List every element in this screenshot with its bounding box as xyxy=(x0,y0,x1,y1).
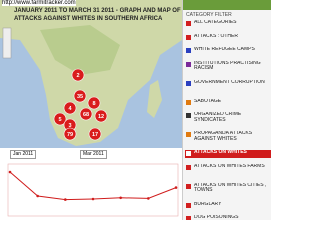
marker-label: 12 xyxy=(98,114,104,120)
title: JANUARY 2011 TO MARCH 31 2011 - GRAPH AN… xyxy=(14,7,181,23)
trend-point xyxy=(8,170,12,174)
category-item[interactable]: ATTACKS : OTHER xyxy=(185,34,271,42)
trend-point xyxy=(36,194,39,198)
category-item[interactable]: GOVERNMENT CORRUPTION xyxy=(185,80,271,93)
marker-label: 2 xyxy=(76,73,79,79)
map-marker[interactable] xyxy=(53,112,67,126)
map-marker[interactable] xyxy=(71,68,85,82)
marker-label: 3 xyxy=(68,123,71,129)
category-label: BURGLARY xyxy=(194,201,222,207)
marker-label: 4 xyxy=(68,106,72,112)
category-label: ORGANIZED CRIME SYNDICATES xyxy=(194,112,242,123)
trend-point xyxy=(91,197,95,201)
marker-label: 79 xyxy=(67,132,73,138)
title-line: JANUARY 2011 TO MARCH 31 2011 - GRAPH AN… xyxy=(14,8,181,14)
category-swatch xyxy=(186,113,191,118)
category-item[interactable]: ATTACKS ON WHITES xyxy=(185,150,271,158)
map-marker[interactable] xyxy=(79,107,93,121)
map[interactable]: 2 35 8 4 68 12 5 3 79 17 xyxy=(0,0,182,148)
marker-label: 8 xyxy=(92,101,95,107)
category-label: ATTACKS ON WHITES CITIES , TOWNS xyxy=(194,182,267,193)
category-label: DOG POISONINGS xyxy=(194,215,239,220)
category-swatch xyxy=(186,132,191,137)
category-swatch xyxy=(186,61,191,67)
marker-label: 5 xyxy=(58,117,61,123)
category-label: ATTACKS : OTHER xyxy=(194,33,238,39)
map-marker[interactable] xyxy=(73,89,87,103)
map-marker[interactable] xyxy=(63,127,77,141)
category-item[interactable]: PROPAGANDA ATTACKS AGAINST WHITES xyxy=(185,131,271,144)
url: http://www.farmitracker.com xyxy=(2,0,76,6)
category-label: WHITE REFUGEE CAMPS xyxy=(194,47,255,52)
trend-point xyxy=(119,196,122,200)
category-label: ATTACKS ON WHITES xyxy=(194,150,247,155)
category-label: SABOTAGE xyxy=(194,98,222,104)
plot-area xyxy=(7,163,179,217)
trend-chart xyxy=(7,163,179,217)
map-marker[interactable] xyxy=(87,96,101,110)
category-swatch xyxy=(186,34,191,40)
screenshot: 2 35 8 4 68 12 5 3 79 17 http://www.farmitracker.… xyxy=(0,0,271,220)
marker-label: 68 xyxy=(83,112,89,118)
zoom-control[interactable] xyxy=(2,27,12,59)
trend-point xyxy=(64,198,67,201)
marker-label: 17 xyxy=(92,132,98,138)
category-item[interactable]: ORGANIZED CRIME SYNDICATES xyxy=(185,112,271,125)
trend-point xyxy=(147,197,150,200)
title-line: ATTACKS AGAINST WHITES IN SOUTHERN AFRIC… xyxy=(14,16,163,22)
category-item[interactable]: BURGLARY xyxy=(185,202,271,210)
map-marker[interactable] xyxy=(63,101,77,115)
category-swatch xyxy=(186,183,191,189)
category-swatch xyxy=(186,216,191,220)
category-swatch xyxy=(186,21,191,26)
category-item[interactable]: ATTACKS ON WHITES CITIES , TOWNS xyxy=(185,183,271,196)
madagascar xyxy=(147,80,162,118)
from-select[interactable]: Jan 2011 xyxy=(10,150,37,159)
category-label: GOVERNMENT CORRUPTION xyxy=(194,79,265,85)
map-marker[interactable] xyxy=(94,109,108,123)
category-label: ATTACKS ON WHITES FARMS xyxy=(194,163,265,169)
category-item[interactable]: ATTACKS ON WHITES FARMS xyxy=(185,164,271,177)
category-swatch xyxy=(186,48,191,53)
category-label: INSTITUTIONS PRACTISING RACISM xyxy=(194,60,261,71)
category-item[interactable]: ALL CATEGORIES xyxy=(185,20,271,28)
sidebar: CATEGORY FILTER ALL CATEGORIES ATTACKS : … xyxy=(182,0,271,220)
category-item[interactable]: DOG POISONINGS xyxy=(185,215,271,220)
category-swatch xyxy=(186,99,191,105)
category-swatch xyxy=(186,80,191,86)
category-item[interactable]: SABOTAGE xyxy=(185,99,271,107)
category-swatch xyxy=(186,202,191,208)
category-item[interactable]: INSTITUTIONS PRACTISING RACISM xyxy=(185,61,271,74)
category-item[interactable]: WHITE REFUGEE CAMPS xyxy=(185,47,271,55)
map-marker[interactable] xyxy=(88,127,102,141)
trend-point xyxy=(174,186,178,189)
marker-label: 35 xyxy=(77,94,83,100)
toolbar xyxy=(183,0,271,10)
to-select[interactable]: Mar 2011 xyxy=(80,150,107,159)
land-green xyxy=(40,25,120,75)
category-swatch xyxy=(186,164,191,170)
category-label: ALL CATEGORIES xyxy=(194,20,237,25)
category-label: PROPAGANDA ATTACKS AGAINST WHITES xyxy=(194,131,253,142)
category-swatch xyxy=(186,151,191,156)
sidebar-header: CATEGORY FILTER xyxy=(186,12,232,18)
